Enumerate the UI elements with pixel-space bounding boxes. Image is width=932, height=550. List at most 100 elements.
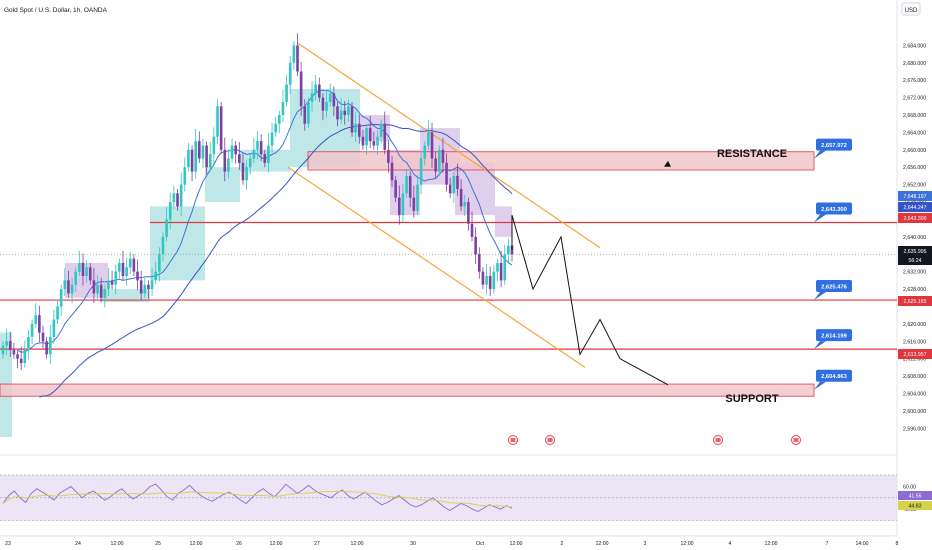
currency-label: USD — [905, 8, 918, 14]
x-tick-label: 12:00 — [270, 541, 283, 547]
candle-body — [38, 315, 41, 333]
rsi-ma-line — [2, 490, 513, 508]
descending-channel — [287, 42, 601, 368]
candle-body — [488, 276, 492, 290]
candle-body — [339, 110, 343, 120]
candle-body — [347, 106, 350, 116]
candle-body — [485, 276, 488, 285]
y-tick-label: 2,620.000 — [903, 322, 926, 328]
callout-value: 2,643.300 — [821, 207, 847, 213]
candle-body — [136, 271, 139, 281]
candle-body — [361, 136, 365, 146]
y-tick-label: 2,596.000 — [903, 426, 926, 432]
candle-body — [314, 84, 317, 94]
candle-body — [59, 289, 63, 307]
candle-body — [41, 332, 45, 342]
callout-value: 2,614.199 — [821, 334, 848, 340]
callout-value: 2,657.972 — [821, 143, 847, 149]
candle-body — [223, 149, 227, 172]
range-box — [100, 289, 150, 303]
candle-body — [358, 123, 361, 137]
candle-body — [88, 267, 92, 281]
callout-box — [816, 138, 852, 151]
candle-body — [296, 45, 299, 72]
candle-body — [259, 141, 263, 155]
candle-body — [270, 132, 274, 146]
level-lines — [0, 221, 897, 350]
y-tick-label: 2,612.000 — [903, 357, 926, 363]
callout-box — [816, 280, 852, 293]
price-tag-text: 7,648.197 — [903, 194, 926, 200]
x-tick-label: 4 — [729, 541, 732, 547]
candle-body — [448, 184, 452, 194]
candle-body — [267, 145, 270, 163]
candle-body — [379, 123, 383, 137]
candle-body — [452, 175, 456, 194]
candle-body — [92, 280, 96, 294]
candle-body — [390, 162, 394, 181]
candle-body — [190, 149, 194, 172]
candle-body — [437, 149, 441, 172]
symbol-title[interactable]: Gold Spot / U.S. Dollar, 1h, OANDA — [4, 7, 108, 14]
y-tick-label: 2,652.000 — [903, 183, 926, 189]
range-box — [495, 206, 512, 237]
callout-value: 2,625.476 — [821, 285, 848, 291]
us-flag-icon-glyph — [715, 438, 721, 442]
y-tick-label: 2,684.000 — [903, 43, 926, 49]
candle-body — [245, 167, 248, 181]
candle-body — [67, 280, 70, 294]
x-tick-label: 3 — [644, 541, 647, 547]
currency-button[interactable] — [901, 2, 921, 16]
price-tag-text: 56:24 — [909, 258, 922, 264]
candle-body — [219, 106, 223, 150]
callout-box — [816, 329, 852, 342]
candle-body — [56, 306, 59, 320]
x-tick-label: 25 — [155, 541, 161, 547]
candle-body — [299, 71, 303, 107]
candle-body — [288, 62, 292, 85]
candle-body — [441, 149, 445, 163]
candle-body — [481, 271, 485, 285]
resistance-label: RESISTANCE — [717, 148, 787, 160]
candle-body — [456, 175, 459, 189]
event-markers[interactable] — [508, 435, 801, 445]
candle-body — [354, 123, 357, 133]
candle-body — [419, 158, 423, 185]
candle-body — [45, 341, 48, 355]
candle-body — [183, 167, 187, 185]
candle-body — [81, 262, 85, 277]
support-zone — [0, 383, 815, 397]
candle-body — [318, 84, 321, 98]
candle-body — [256, 141, 259, 150]
us-flag-icon-glyph — [793, 438, 799, 442]
candle-body — [445, 162, 448, 185]
candle-body — [212, 136, 216, 155]
candle-body — [383, 123, 387, 150]
candle-body — [503, 254, 507, 281]
candle-body — [292, 45, 296, 63]
level-callouts: 2,657.972 2,643.300 2,625.476 2,614.199 2,60… — [814, 138, 852, 390]
candle-body — [85, 267, 88, 277]
candle-body — [278, 115, 281, 124]
x-axis-ticks: 23 24 12:00 25 12:00 26 12:00 27 12:00 30 Oct 12:00… — [5, 541, 898, 547]
callout-pointer — [814, 381, 826, 390]
candle-body — [176, 193, 179, 207]
candle-body — [412, 197, 416, 211]
candle-body — [19, 358, 23, 364]
candle-body — [248, 158, 252, 168]
candle-body — [34, 315, 38, 324]
candle-body — [121, 262, 125, 277]
callout-pointer — [814, 341, 826, 350]
price-tag — [898, 349, 932, 359]
candle-body — [368, 128, 372, 142]
candle-body — [48, 336, 52, 355]
candle-body — [16, 354, 19, 359]
rsi-ma-tag — [898, 501, 932, 510]
candle-body — [510, 245, 514, 255]
range-box — [205, 167, 240, 203]
x-tick-label: 24 — [75, 541, 81, 547]
candle-body — [499, 262, 503, 281]
price-scale[interactable] — [897, 0, 932, 550]
candle-body — [496, 262, 499, 272]
